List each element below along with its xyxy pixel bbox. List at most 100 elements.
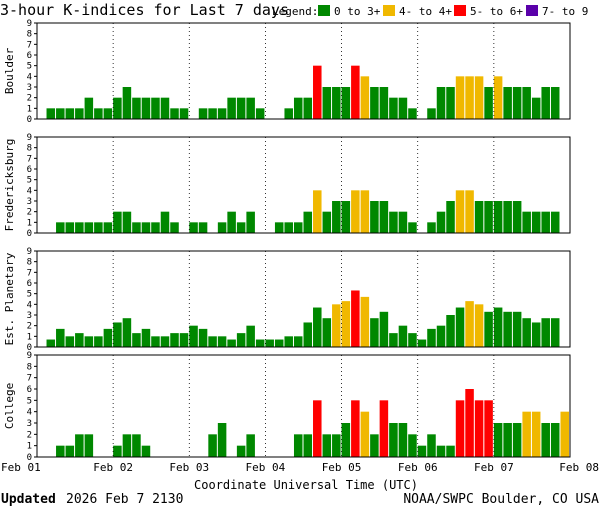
x-axis-label: Coordinate Universal Time (UTC) bbox=[194, 478, 418, 492]
kindex-bar bbox=[132, 97, 141, 119]
kindex-bar bbox=[160, 97, 170, 119]
kindex-bar bbox=[531, 411, 541, 457]
y-tick-label: 1 bbox=[27, 442, 32, 452]
kindex-bar bbox=[522, 411, 531, 457]
y-tick-label: 0 bbox=[27, 453, 32, 463]
kindex-bar bbox=[550, 87, 560, 119]
y-tick-label: 8 bbox=[27, 30, 32, 40]
kindex-bar bbox=[56, 108, 65, 119]
kindex-bar bbox=[503, 87, 512, 119]
kindex-bar bbox=[132, 434, 141, 457]
kindex-bar bbox=[379, 400, 389, 457]
kindex-bar bbox=[341, 423, 351, 457]
y-tick-label: 8 bbox=[27, 144, 32, 154]
kindex-bar bbox=[56, 445, 65, 457]
y-tick-label: 9 bbox=[27, 133, 32, 143]
kindex-bar bbox=[512, 87, 522, 119]
kindex-bar bbox=[65, 222, 75, 233]
kindex-bar bbox=[189, 222, 198, 233]
kindex-bar bbox=[151, 97, 160, 119]
y-tick-label: 3 bbox=[27, 197, 32, 207]
kindex-bar bbox=[398, 97, 408, 119]
kindex-bar bbox=[351, 400, 360, 457]
kindex-bar bbox=[284, 222, 293, 233]
updated-label: Updated bbox=[1, 492, 56, 507]
kindex-bar bbox=[446, 87, 455, 119]
kindex-bar bbox=[474, 76, 484, 119]
kindex-bar bbox=[351, 65, 360, 119]
kindex-bar bbox=[94, 108, 103, 119]
x-tick-label: Feb 05 bbox=[322, 461, 362, 474]
kindex-bar bbox=[293, 222, 303, 233]
y-tick-label: 9 bbox=[27, 19, 32, 29]
kindex-bar bbox=[65, 445, 75, 457]
kindex-bar bbox=[408, 222, 417, 233]
kindex-bar bbox=[84, 336, 94, 347]
kindex-bar bbox=[541, 87, 550, 119]
kindex-bar bbox=[293, 434, 303, 457]
kindex-bar bbox=[370, 201, 379, 233]
kindex-bar bbox=[217, 222, 227, 233]
x-tick-label: Feb 02 bbox=[93, 461, 133, 474]
kindex-bar bbox=[227, 339, 236, 347]
kindex-bar bbox=[84, 434, 94, 457]
kindex-bar bbox=[484, 201, 493, 233]
kindex-bar bbox=[141, 328, 151, 347]
x-tick-label: Feb 06 bbox=[398, 461, 438, 474]
kindex-bar bbox=[160, 211, 170, 233]
kindex-bar bbox=[303, 322, 313, 347]
kindex-bar bbox=[541, 211, 550, 233]
kindex-bar bbox=[56, 222, 65, 233]
kindex-bar bbox=[541, 423, 550, 457]
x-tick-label: Feb 03 bbox=[169, 461, 209, 474]
kindex-bar bbox=[379, 87, 389, 119]
kindex-bar bbox=[398, 423, 408, 457]
kindex-bar bbox=[227, 97, 236, 119]
kindex-bar bbox=[227, 211, 236, 233]
panel-frame bbox=[36, 136, 571, 234]
kindex-bar bbox=[360, 411, 370, 457]
kindex-bar bbox=[455, 307, 465, 347]
kindex-bar bbox=[322, 211, 332, 233]
kindex-bar bbox=[465, 301, 474, 347]
kindex-bar bbox=[189, 325, 198, 347]
y-tick-label: 0 bbox=[27, 229, 32, 239]
kindex-bar bbox=[493, 423, 503, 457]
kindex-bar bbox=[103, 222, 113, 233]
kindex-bar bbox=[255, 339, 265, 347]
kindex-bar bbox=[198, 328, 208, 347]
kindex-bar bbox=[370, 434, 379, 457]
legend-swatch bbox=[526, 5, 538, 16]
kindex-bar bbox=[198, 222, 208, 233]
panels: 0123456789Boulder0123456789Fredericksbur… bbox=[3, 19, 571, 463]
kindex-bar bbox=[132, 333, 141, 347]
y-tick-label: 4 bbox=[27, 72, 32, 82]
panel-frame bbox=[36, 22, 571, 120]
kindex-bar bbox=[522, 318, 531, 347]
kindex-bar bbox=[322, 87, 332, 119]
kindex-bar bbox=[170, 222, 179, 233]
kindex-bar bbox=[541, 318, 550, 347]
chart-title: 3-hour K-indices for Last 7 days bbox=[0, 1, 289, 19]
kindex-bar bbox=[455, 76, 465, 119]
kindex-bar bbox=[84, 222, 94, 233]
kindex-bar bbox=[236, 333, 246, 347]
series-label: Fredericksburg bbox=[3, 139, 16, 232]
kindex-bar bbox=[427, 328, 436, 347]
kindex-bar bbox=[531, 322, 541, 347]
kindex-bar bbox=[217, 423, 227, 457]
y-tick-label: 5 bbox=[27, 396, 32, 406]
panel-frame bbox=[36, 250, 571, 348]
kindex-bar bbox=[141, 445, 151, 457]
kindex-bar bbox=[436, 211, 446, 233]
kindex-bar bbox=[303, 434, 313, 457]
kindex-bar bbox=[322, 434, 332, 457]
legend-label: 0 to 3+ bbox=[334, 5, 381, 18]
kindex-bar bbox=[360, 190, 370, 233]
kindex-bar bbox=[550, 318, 560, 347]
y-tick-label: 4 bbox=[27, 300, 32, 310]
kindex-bar bbox=[313, 400, 322, 457]
